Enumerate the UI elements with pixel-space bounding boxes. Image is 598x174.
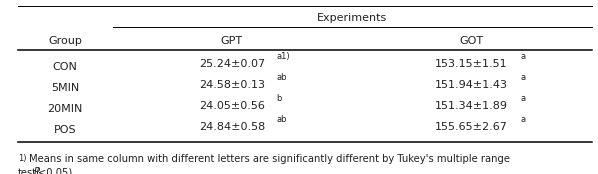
- Text: GOT: GOT: [459, 36, 484, 46]
- Text: 24.84±0.58: 24.84±0.58: [199, 122, 265, 132]
- Text: a: a: [520, 115, 526, 124]
- Text: b: b: [276, 94, 282, 103]
- Text: 25.24±0.07: 25.24±0.07: [199, 59, 265, 69]
- Text: POS: POS: [54, 125, 77, 135]
- Text: 5MIN: 5MIN: [51, 83, 80, 93]
- Text: P: P: [33, 167, 39, 174]
- Text: test(: test(: [18, 167, 41, 174]
- Text: <0.05).: <0.05).: [38, 167, 75, 174]
- Text: a: a: [520, 94, 526, 103]
- Text: 24.58±0.13: 24.58±0.13: [199, 80, 265, 90]
- Text: 151.34±1.89: 151.34±1.89: [435, 101, 508, 111]
- Text: 24.05±0.56: 24.05±0.56: [199, 101, 265, 111]
- Text: Experiments: Experiments: [316, 13, 387, 23]
- Text: CON: CON: [53, 62, 78, 72]
- Text: Group: Group: [48, 36, 83, 46]
- Text: a: a: [520, 73, 526, 82]
- Text: 151.94±1.43: 151.94±1.43: [435, 80, 508, 90]
- Text: 153.15±1.51: 153.15±1.51: [435, 59, 508, 69]
- Text: ab: ab: [276, 115, 287, 124]
- Text: ab: ab: [276, 73, 286, 82]
- Text: GPT: GPT: [221, 36, 243, 46]
- Text: 1): 1): [18, 154, 26, 163]
- Text: a1): a1): [276, 52, 290, 61]
- Text: 20MIN: 20MIN: [48, 104, 83, 114]
- Text: a: a: [520, 52, 525, 61]
- Text: Means in same column with different letters are significantly different by Tukey: Means in same column with different lett…: [29, 154, 509, 164]
- Text: 155.65±2.67: 155.65±2.67: [435, 122, 508, 132]
